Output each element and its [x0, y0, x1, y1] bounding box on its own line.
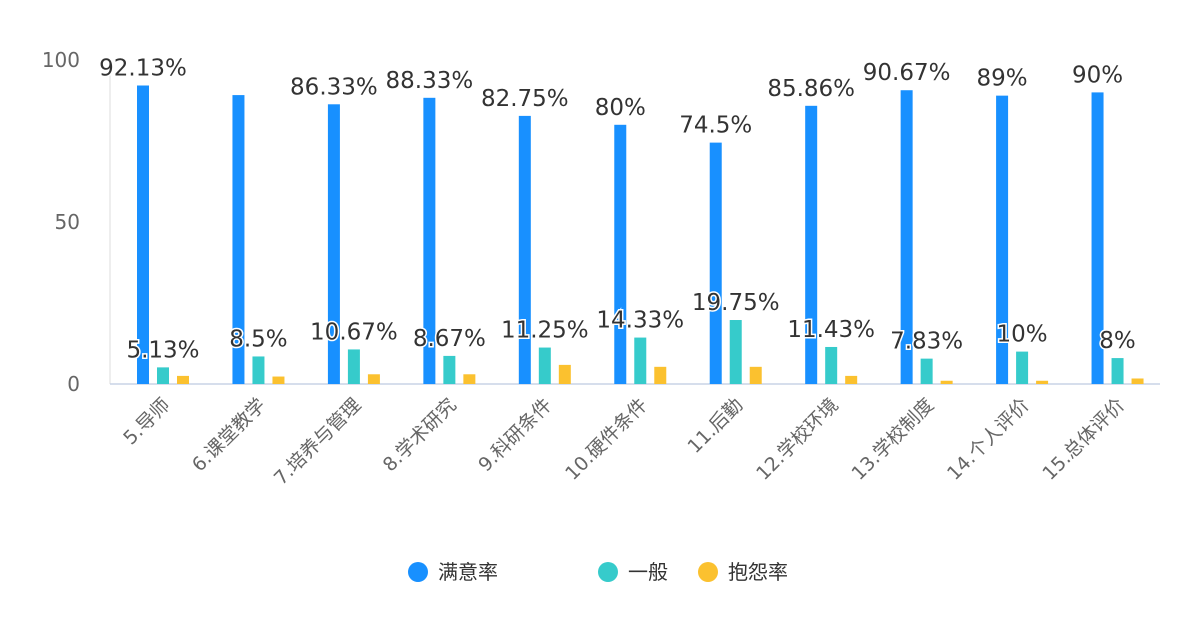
data-label: 88.33% — [386, 68, 474, 94]
bar-neutral — [157, 367, 169, 384]
data-label: 5.13% — [126, 337, 199, 363]
data-label: 19.75% — [692, 290, 780, 316]
x-tick-label: 12.学校环境 — [752, 394, 843, 485]
x-tick-label: 6.课堂教学 — [188, 394, 270, 476]
x-tick-label: 8.学术研究 — [379, 394, 461, 476]
data-label: 82.75% — [481, 86, 569, 112]
bar-neutral — [538, 347, 551, 384]
data-label: 89% — [977, 66, 1028, 92]
bar-neutral — [443, 355, 456, 384]
bar-complaint — [654, 366, 667, 384]
bar-complaint — [367, 374, 380, 384]
x-tick-label: 7.培养与管理 — [270, 394, 366, 490]
y-axis-ticks: 0 50 100 — [42, 48, 80, 396]
bar-neutral — [252, 356, 265, 384]
bar-neutral — [1111, 358, 1124, 384]
data-label: 7.83% — [890, 329, 963, 355]
bar-satisfied — [805, 105, 818, 384]
bar-complaint — [845, 375, 858, 384]
data-label: 8% — [1099, 328, 1136, 354]
legend-label: 抱怨率 — [728, 560, 788, 584]
bar-satisfied — [518, 115, 531, 384]
bar-neutral — [1016, 351, 1029, 384]
bar-complaint — [463, 374, 476, 384]
bar-complaint — [940, 380, 953, 384]
data-label: 11.43% — [787, 317, 875, 343]
legend-label: 满意率 — [438, 560, 498, 584]
bar-neutral — [729, 320, 742, 384]
bar-neutral — [920, 358, 933, 384]
bar-satisfied — [137, 85, 149, 384]
data-label: 90% — [1072, 62, 1123, 88]
y-tick-label: 50 — [55, 210, 80, 234]
bar-neutral — [347, 349, 360, 384]
legend: 满意率 一般 抱怨率 — [408, 560, 788, 584]
x-tick-label: 14.个人评价 — [943, 394, 1034, 485]
bar-complaint — [558, 364, 571, 384]
data-label: 8.5% — [229, 326, 287, 352]
bar-satisfied — [996, 95, 1009, 384]
legend-item[interactable]: 满意率 — [408, 560, 498, 584]
data-label: 80% — [595, 95, 646, 121]
bar-complaint — [177, 375, 189, 384]
data-labels: 92.13% 86.33% 88.33% 82.75% 80% 74.5% 85.86% 90… — [98, 54, 1138, 365]
data-label: 92.13% — [99, 55, 187, 81]
bar-satisfied — [900, 90, 913, 385]
legend-item[interactable]: 抱怨率 — [698, 560, 788, 584]
bar-satisfied — [1091, 92, 1104, 385]
bar-neutral — [825, 346, 838, 384]
legend-swatch — [408, 562, 428, 582]
bar-complaint — [1036, 380, 1049, 384]
x-tick-label: 10.硬件条件 — [561, 394, 652, 485]
x-tick-label: 11.后勤 — [683, 394, 747, 458]
bar-neutral — [634, 337, 647, 384]
legend-label: 一般 — [628, 560, 668, 584]
y-tick-label: 0 — [67, 372, 80, 396]
bar-complaint — [1131, 378, 1144, 384]
data-label: 10% — [997, 322, 1048, 348]
data-label: 8.67% — [413, 326, 486, 352]
legend-item[interactable]: 一般 — [598, 560, 668, 584]
data-label: 74.5% — [679, 113, 752, 139]
data-label: 11.25% — [501, 318, 589, 344]
x-tick-label: 5.导师 — [119, 394, 174, 449]
data-label: 14.33% — [596, 308, 684, 334]
data-label: 86.33% — [290, 74, 378, 100]
y-tick-label: 100 — [42, 48, 80, 72]
bar-satisfied — [423, 97, 436, 385]
x-tick-label: 13.学校制度 — [848, 394, 939, 485]
bars — [137, 85, 1144, 385]
bar-satisfied — [327, 104, 340, 384]
bar-complaint — [272, 376, 285, 384]
bar-satisfied — [614, 124, 627, 385]
bar-complaint — [749, 366, 762, 384]
x-tick-label: 9.科研条件 — [474, 394, 556, 476]
data-label: 85.86% — [767, 76, 855, 102]
data-label: 90.67% — [863, 60, 951, 86]
bar-satisfied — [709, 142, 722, 384]
bar-satisfied — [232, 95, 245, 384]
x-axis-ticks: 5.导师 6.课堂教学 7.培养与管理 8.学术研究 9.科研条件 10.硬件条件 11.后… — [119, 394, 1129, 490]
legend-swatch — [698, 562, 718, 582]
legend-swatch — [598, 562, 618, 582]
x-tick-label: 15.总体评价 — [1038, 394, 1129, 485]
data-label: 10.67% — [310, 319, 398, 345]
